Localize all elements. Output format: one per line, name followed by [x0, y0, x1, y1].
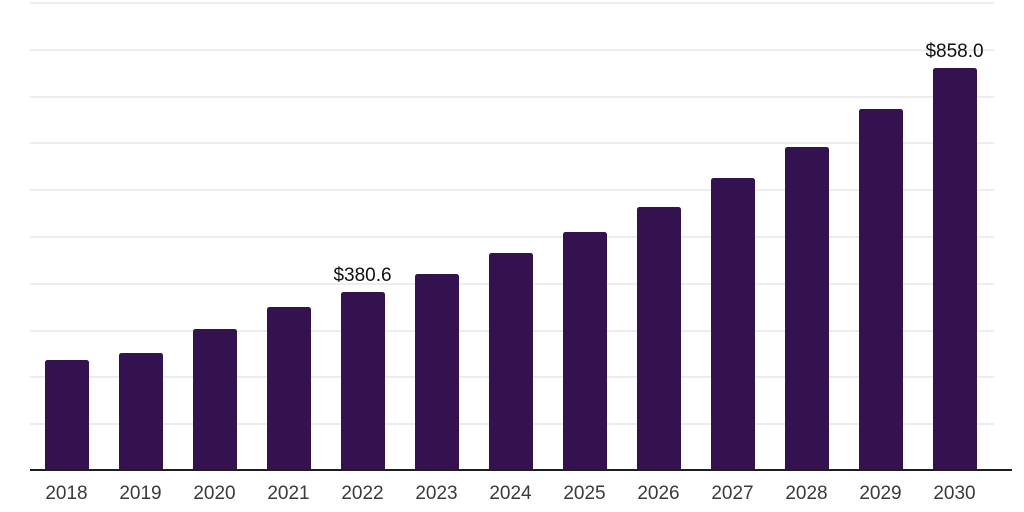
bar-2027 — [710, 178, 755, 470]
x-tick-2029: 2029 — [859, 483, 902, 504]
gridline-900 — [30, 49, 994, 51]
x-tick-2023: 2023 — [415, 483, 458, 504]
x-axis-line — [30, 469, 1012, 471]
bar-2021 — [266, 307, 311, 470]
gridline-1000 — [30, 2, 994, 4]
bar-2019 — [118, 353, 163, 470]
x-tick-2027: 2027 — [711, 483, 754, 504]
bar-2018 — [44, 360, 89, 470]
gridline-700 — [30, 142, 994, 144]
x-tick-2024: 2024 — [489, 483, 532, 504]
bar-2029 — [858, 109, 903, 470]
x-tick-2030: 2030 — [933, 483, 976, 504]
x-tick-2021: 2021 — [267, 483, 310, 504]
data-label-2022: $380.6 — [333, 265, 392, 286]
x-tick-2022: 2022 — [341, 483, 384, 504]
bar-2025 — [562, 232, 607, 470]
bar-2028 — [784, 147, 829, 470]
plot-area: $380.6 $858.0 — [30, 0, 994, 470]
gridline-600 — [30, 189, 994, 191]
bar-2030 — [932, 68, 977, 470]
bar-2023 — [414, 274, 459, 470]
x-tick-2025: 2025 — [563, 483, 606, 504]
bar-2024 — [488, 253, 533, 470]
x-tick-2026: 2026 — [637, 483, 680, 504]
x-tick-2018: 2018 — [45, 483, 88, 504]
gridline-800 — [30, 96, 994, 98]
bar-2022 — [340, 292, 385, 470]
bar-2020 — [192, 329, 237, 470]
x-tick-2028: 2028 — [785, 483, 828, 504]
gridline-500 — [30, 236, 994, 238]
bar-2026 — [636, 207, 681, 470]
x-tick-2019: 2019 — [119, 483, 162, 504]
x-tick-2020: 2020 — [193, 483, 236, 504]
data-label-2030: $858.0 — [925, 41, 984, 62]
